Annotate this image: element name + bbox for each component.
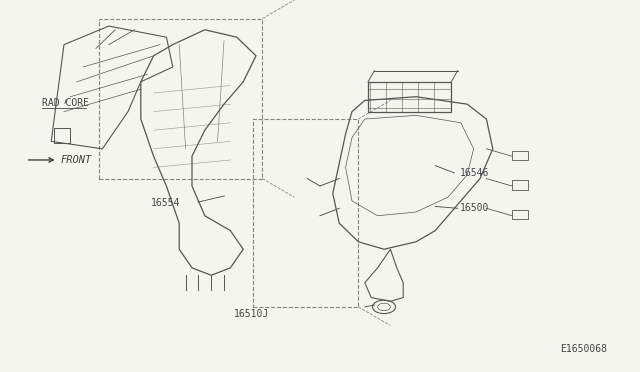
Text: RAD CORE: RAD CORE — [42, 98, 88, 108]
Text: 16500: 16500 — [460, 203, 489, 213]
Text: E1650068: E1650068 — [560, 343, 607, 353]
Bar — [54, 128, 70, 143]
Text: FRONT: FRONT — [61, 154, 92, 164]
Text: 16546: 16546 — [460, 168, 489, 178]
Text: 16510J: 16510J — [234, 309, 269, 319]
Bar — [253, 119, 358, 307]
Bar — [512, 180, 528, 190]
Bar — [99, 19, 262, 179]
Bar — [512, 151, 528, 160]
Text: 16554: 16554 — [150, 198, 180, 208]
Bar — [512, 210, 528, 219]
